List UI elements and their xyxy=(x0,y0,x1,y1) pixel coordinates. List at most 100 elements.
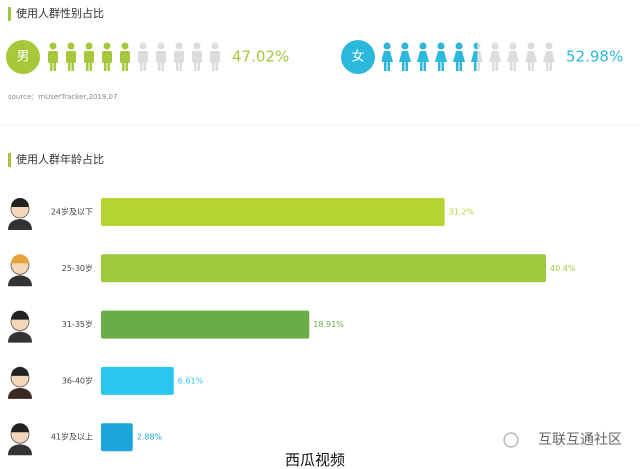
value-label: 18.91% xyxy=(313,320,344,329)
section-title: 使用人群性别占比 xyxy=(16,6,104,20)
section-marker xyxy=(8,7,11,21)
age-label: 31-35岁 xyxy=(62,319,93,329)
head xyxy=(139,42,147,50)
leg xyxy=(197,62,200,71)
body xyxy=(48,51,58,63)
value-label: 40.4% xyxy=(550,264,576,273)
bar xyxy=(101,198,445,226)
head xyxy=(157,42,165,50)
body xyxy=(471,51,478,62)
body xyxy=(453,51,465,62)
section-marker xyxy=(8,153,11,167)
bar xyxy=(101,254,546,283)
head xyxy=(193,42,201,50)
leg xyxy=(438,62,441,71)
gender-badge xyxy=(6,40,40,74)
body xyxy=(382,51,393,62)
gender-badge xyxy=(341,40,375,74)
percent-label: 52.98% xyxy=(566,48,623,66)
leg xyxy=(143,62,146,71)
leg xyxy=(194,62,197,71)
leg xyxy=(179,62,182,71)
avatar-body xyxy=(8,219,32,230)
leg xyxy=(405,62,408,71)
body xyxy=(192,51,202,63)
body xyxy=(399,51,411,62)
head xyxy=(473,42,478,50)
leg xyxy=(513,62,516,71)
age-label: 25-30岁 xyxy=(62,263,93,273)
body xyxy=(525,51,537,62)
leg xyxy=(384,62,387,71)
value-label: 2.88% xyxy=(137,433,163,442)
leg xyxy=(459,62,462,71)
leg xyxy=(68,62,71,71)
leg xyxy=(161,62,164,71)
body xyxy=(102,51,112,63)
avatar-hair xyxy=(11,366,29,376)
body xyxy=(435,51,447,62)
body xyxy=(84,51,94,63)
avatar-body xyxy=(8,275,32,287)
body xyxy=(174,51,184,63)
leg xyxy=(492,62,495,71)
body xyxy=(66,51,76,63)
head xyxy=(85,42,93,50)
leg xyxy=(140,62,143,71)
avatar-hair xyxy=(11,310,29,320)
leg xyxy=(387,62,390,71)
leg xyxy=(456,62,459,71)
gender-label: 男 xyxy=(16,50,29,65)
percent-label: 47.02% xyxy=(232,48,289,66)
bar xyxy=(101,423,133,452)
figures-filled xyxy=(48,42,130,71)
avatar-hair xyxy=(11,198,29,207)
leg xyxy=(86,62,89,71)
head xyxy=(527,42,535,50)
head xyxy=(419,42,427,50)
leg xyxy=(420,62,423,71)
leg xyxy=(89,62,92,71)
body xyxy=(138,51,148,63)
leg xyxy=(176,62,179,71)
leg xyxy=(122,62,125,71)
body xyxy=(120,51,130,63)
head xyxy=(455,42,463,50)
leg xyxy=(212,62,215,71)
leg xyxy=(528,62,531,71)
watermark-icon xyxy=(503,432,519,448)
leg xyxy=(107,62,110,71)
body xyxy=(210,51,220,63)
section-title: 使用人群年龄占比 xyxy=(16,152,104,166)
head xyxy=(211,42,219,50)
avatar-body xyxy=(8,387,32,399)
head xyxy=(121,42,129,50)
bar xyxy=(101,310,310,339)
age-label: 24岁及以下 xyxy=(51,207,93,217)
leg xyxy=(546,62,549,71)
head xyxy=(401,42,409,50)
body xyxy=(417,51,429,62)
value-label: 31.2% xyxy=(449,208,475,217)
avatar-hair xyxy=(11,423,29,433)
body xyxy=(543,51,555,62)
figures-filled xyxy=(382,42,478,71)
head xyxy=(49,42,57,50)
leg xyxy=(215,62,218,71)
gender-label: 女 xyxy=(351,49,364,65)
leg xyxy=(402,62,405,71)
age-label: 41岁及以上 xyxy=(51,432,93,442)
leg xyxy=(474,62,477,71)
avatar-body xyxy=(8,444,32,456)
head xyxy=(103,42,111,50)
leg xyxy=(50,62,53,71)
leg xyxy=(531,62,534,71)
leg xyxy=(477,62,480,71)
leg xyxy=(423,62,426,71)
bar xyxy=(101,366,174,395)
leg xyxy=(158,62,161,71)
watermark: 互联互通社区 xyxy=(538,432,622,448)
source: source：mUserTracker,2019.07 xyxy=(8,93,117,101)
